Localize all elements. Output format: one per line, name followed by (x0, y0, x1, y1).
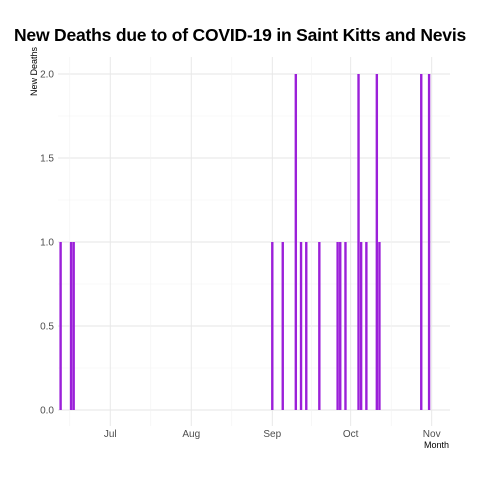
bar (375, 74, 379, 410)
bars (59, 74, 431, 410)
x-tick-label: Oct (343, 429, 359, 440)
bar (299, 242, 303, 410)
y-axis-label: New Deaths (29, 46, 39, 96)
x-tick-label: Sep (263, 429, 281, 440)
y-axis-ticks: 0.0 0.5 1.0 1.5 2.0 (40, 70, 54, 417)
bar (359, 242, 363, 410)
bar (305, 242, 308, 410)
y-tick-label: 1.0 (40, 238, 54, 249)
bar (318, 242, 321, 410)
bar (72, 242, 75, 410)
bar (281, 242, 284, 410)
bar (378, 242, 381, 410)
bar (69, 242, 73, 410)
bar (365, 242, 368, 410)
bar (336, 242, 339, 410)
bar (294, 74, 298, 410)
bar (344, 242, 347, 410)
y-tick-label: 2.0 (40, 70, 54, 81)
x-tick-label: Aug (182, 429, 200, 440)
y-tick-label: 0.5 (40, 322, 54, 333)
bar (427, 74, 431, 410)
y-tick-label: 0.0 (40, 406, 54, 417)
x-axis-label: Month (423, 440, 449, 450)
y-tick-label: 1.5 (40, 154, 54, 165)
x-tick-label: Jul (104, 429, 117, 440)
x-axis-ticks: Jul Aug Sep Oct Nov (104, 429, 441, 440)
bar (357, 74, 360, 410)
chart-title: New Deaths due to of COVID-19 in Saint K… (13, 25, 467, 45)
bar (271, 242, 274, 410)
y-axis-label-wrap: New Deaths (29, 47, 39, 106)
bar (59, 242, 62, 410)
bar (339, 242, 342, 410)
grid-lines (58, 57, 450, 426)
bar (420, 74, 423, 410)
x-tick-label: Nov (423, 429, 441, 440)
